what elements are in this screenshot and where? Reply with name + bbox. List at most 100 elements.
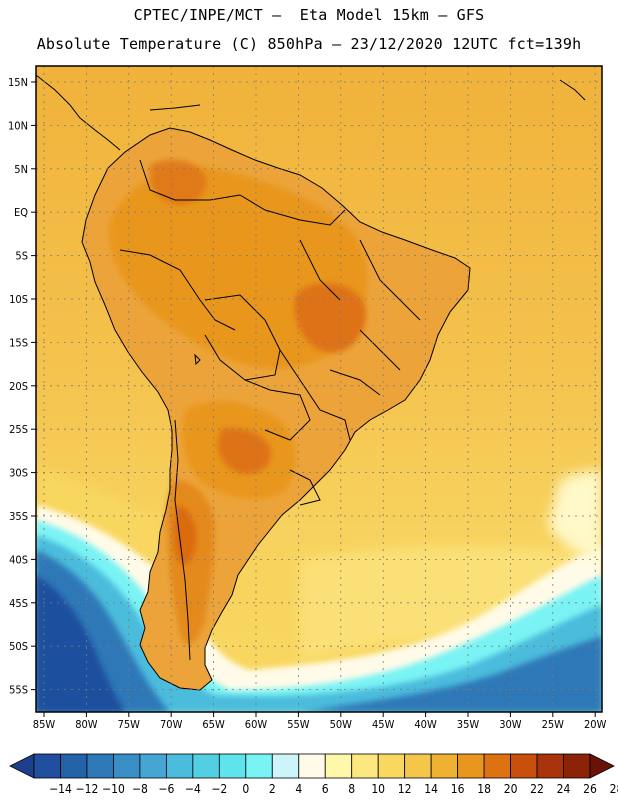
- colorbar-label: 24: [557, 782, 571, 796]
- border-peru-brazil: [119, 249, 236, 331]
- colorbar-swatch: [86, 753, 114, 779]
- hotter-region-central-brazil: [294, 283, 366, 353]
- colorbar-swatch: [563, 753, 591, 779]
- colorbar-swatch: [324, 753, 353, 779]
- lon-tick-label: 70W: [160, 718, 183, 731]
- plot-frame: [35, 65, 603, 713]
- cold-water-deep-east: [300, 636, 602, 712]
- colorbar-label: 18: [477, 782, 491, 796]
- lat-tick-label: 45S: [9, 597, 28, 610]
- border-colombia-venezuela: [139, 159, 241, 201]
- colorbar-label: −6: [158, 782, 174, 796]
- colorbar-label: 8: [348, 782, 355, 796]
- lat-tick-label: 40S: [9, 553, 28, 566]
- colorbar: −14 −12 −10 −8 −6 −4 −2 0 2 4 6 8 10 12 14 16 18 20 22 24 26…: [9, 753, 618, 796]
- colorbar-label: −8: [132, 782, 148, 796]
- colorbar-label: 16: [451, 782, 465, 796]
- lat-tick-label: 35S: [9, 510, 28, 523]
- map-subtitle: Absolute Temperature (C) 850hPa – 23/12/…: [36, 35, 582, 53]
- lat-tick-label: 10S: [9, 293, 28, 306]
- lon-tick-label: 20W: [584, 718, 607, 731]
- lon-tick-label: 30W: [499, 718, 522, 731]
- colorbar-label: 14: [424, 782, 438, 796]
- colorbar-label: −2: [211, 782, 227, 796]
- border-paraguay: [244, 379, 311, 441]
- lon-tick-label: 55W: [287, 718, 310, 731]
- central-america-coast: [36, 74, 121, 151]
- colorbar-under-arrow: [9, 753, 35, 779]
- colorbar-over-arrow: [589, 753, 615, 779]
- caribbean-islands: [149, 79, 586, 111]
- warm-band-pacific: [36, 470, 160, 560]
- cream-patch-east: [548, 470, 602, 560]
- lon-tick-label: 85W: [33, 718, 56, 731]
- map-axes: 15N 10N 5N EQ 5S 10S 15S 20S 25S 30S 35S 40S 45S 50S 5…: [8, 76, 607, 731]
- colorbar-label: 6: [322, 782, 329, 796]
- border-bolivia: [204, 294, 281, 381]
- colorbar-swatch: [192, 753, 220, 779]
- colorbar-label: 22: [530, 782, 544, 796]
- lat-tick-label: 25S: [9, 423, 28, 436]
- colorbar-swatch: [351, 753, 379, 779]
- lon-tick-label: 35W: [457, 718, 480, 731]
- lat-tick-label: 15S: [9, 336, 28, 349]
- colorbar-swatch: [404, 753, 432, 779]
- border-uruguay: [289, 469, 321, 506]
- hotter-region-amazon-north: [149, 159, 207, 205]
- lat-tick-label: 5S: [15, 250, 28, 263]
- colorbar-label: −14: [49, 782, 72, 796]
- colorbar-swatch: [457, 753, 485, 779]
- map-title: CPTEC/INPE/MCT – Eta Model 15km – GFS: [133, 6, 485, 24]
- colorbar-swatch: [298, 753, 326, 779]
- colorbar-label: 12: [398, 782, 412, 796]
- colorbar-swatch: [218, 753, 247, 779]
- colorbar-label: −10: [102, 782, 125, 796]
- coastline-outline: [81, 127, 471, 691]
- hotter-region-chaco-core: [218, 428, 272, 475]
- colorbar-swatch: [245, 753, 273, 779]
- colorbar-label: 10: [371, 782, 385, 796]
- border-argentina-chile: [174, 419, 191, 661]
- lake-titicaca: [194, 353, 201, 366]
- colorbar-swatch: [139, 753, 167, 779]
- colorbar-swatch: [271, 753, 300, 779]
- lat-tick-label: 20S: [9, 380, 28, 393]
- lon-tick-label: 25W: [542, 718, 565, 731]
- lat-tick-label: 5N: [14, 163, 28, 176]
- lat-tick-label: EQ: [14, 206, 28, 219]
- colorbar-swatch: [60, 753, 88, 779]
- colorbar-label: −4: [185, 782, 201, 796]
- lat-tick-label: 50S: [9, 640, 28, 653]
- lon-tick-label: 45W: [372, 718, 395, 731]
- colorbar-swatch: [113, 753, 141, 779]
- lat-tick-label: 15N: [8, 76, 28, 89]
- hotter-region-patagonia-strip: [173, 505, 197, 565]
- lon-tick-label: 65W: [202, 718, 225, 731]
- colorbar-label: 20: [504, 782, 518, 796]
- colorbar-swatch: [165, 753, 194, 779]
- lon-tick-label: 60W: [245, 718, 268, 731]
- lat-tick-label: 55S: [9, 684, 28, 697]
- colorbar-swatch: [510, 753, 538, 779]
- border-brazil-north: [239, 194, 346, 226]
- lat-tick-label: 30S: [9, 467, 28, 480]
- colorbar-swatch: [483, 753, 511, 779]
- colorbar-label: 0: [242, 782, 249, 796]
- colorbar-swatch: [430, 753, 459, 779]
- graticule: [36, 66, 602, 712]
- lon-tick-label: 40W: [414, 718, 437, 731]
- colorbar-label: 4: [295, 782, 302, 796]
- border-brazil-south: [279, 349, 351, 441]
- brazil-state-lines: [299, 239, 421, 396]
- temperature-field: [36, 66, 602, 712]
- cold-water-deepest: [36, 575, 125, 712]
- lat-tick-label: 10N: [8, 119, 28, 132]
- colorbar-swatch: [377, 753, 406, 779]
- colorbar-label: −12: [76, 782, 99, 796]
- colorbar-label: 28: [610, 782, 618, 796]
- colorbar-label: 26: [583, 782, 597, 796]
- colorbar-label: 2: [269, 782, 276, 796]
- lon-tick-label: 75W: [118, 718, 141, 731]
- colorbar-swatch: [536, 753, 564, 779]
